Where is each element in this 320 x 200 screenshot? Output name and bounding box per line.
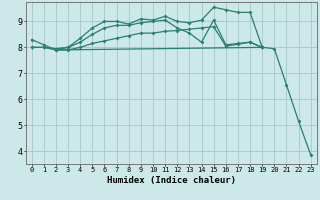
- X-axis label: Humidex (Indice chaleur): Humidex (Indice chaleur): [107, 176, 236, 185]
